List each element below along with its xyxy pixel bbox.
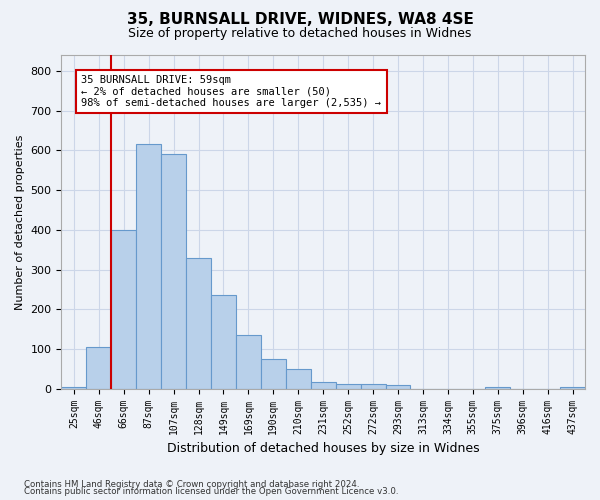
Y-axis label: Number of detached properties: Number of detached properties	[15, 134, 25, 310]
Text: Contains HM Land Registry data © Crown copyright and database right 2024.: Contains HM Land Registry data © Crown c…	[24, 480, 359, 489]
Bar	[136, 144, 161, 388]
Bar	[560, 386, 585, 388]
Bar	[386, 384, 410, 388]
Bar	[261, 359, 286, 388]
X-axis label: Distribution of detached houses by size in Widnes: Distribution of detached houses by size …	[167, 442, 479, 455]
Text: Contains public sector information licensed under the Open Government Licence v3: Contains public sector information licen…	[24, 488, 398, 496]
Bar	[361, 384, 386, 388]
Bar	[211, 296, 236, 388]
Text: 35, BURNSALL DRIVE, WIDNES, WA8 4SE: 35, BURNSALL DRIVE, WIDNES, WA8 4SE	[127, 12, 473, 28]
Bar	[335, 384, 361, 388]
Bar	[161, 154, 186, 388]
Bar	[61, 386, 86, 388]
Bar	[311, 382, 335, 388]
Bar	[286, 369, 311, 388]
Bar	[485, 386, 510, 388]
Bar	[186, 258, 211, 388]
Text: 35 BURNSALL DRIVE: 59sqm
← 2% of detached houses are smaller (50)
98% of semi-de: 35 BURNSALL DRIVE: 59sqm ← 2% of detache…	[82, 75, 382, 108]
Text: Size of property relative to detached houses in Widnes: Size of property relative to detached ho…	[128, 28, 472, 40]
Bar	[236, 335, 261, 388]
Bar	[111, 230, 136, 388]
Bar	[86, 347, 111, 389]
